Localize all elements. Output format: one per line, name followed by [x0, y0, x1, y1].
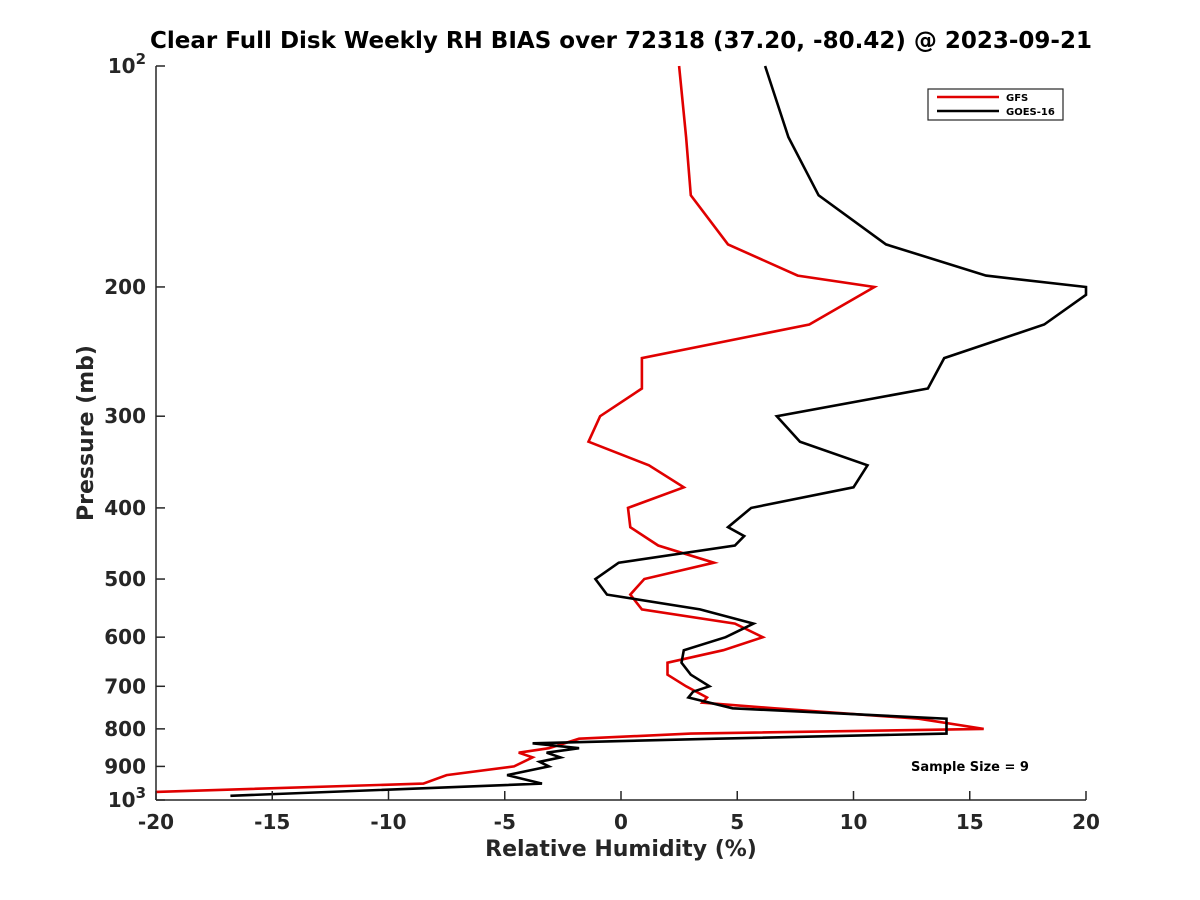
plot-area	[155, 65, 1088, 798]
y-axis-title: Pressure (mb)	[74, 345, 99, 521]
x-tick-label: -15	[254, 810, 290, 834]
y-tick-label: 200	[104, 275, 146, 299]
legend: GFS GOES-16	[927, 88, 1064, 121]
y-tick-label: 800	[104, 717, 146, 741]
x-tick-label: 20	[1072, 810, 1100, 834]
y-tick-label: 400	[104, 496, 146, 520]
axis-frame	[155, 66, 1086, 801]
legend-label-goes16: GOES-16	[1006, 107, 1055, 118]
x-tick-label: -20	[138, 810, 174, 834]
y-tick-label: 102	[108, 50, 146, 78]
legend-label-gfs: GFS	[1006, 93, 1028, 104]
y-tick-label: 300	[104, 404, 146, 428]
series-line-goes-16	[230, 65, 1088, 798]
x-axis: -20 -15 -10 -5 0 5 10 15 20	[138, 791, 1100, 834]
x-tick-label: -5	[494, 810, 516, 834]
y-tick-label: 500	[104, 567, 146, 591]
chart-title: Clear Full Disk Weekly RH BIAS over 7231…	[150, 28, 1092, 54]
y-tick-label: 700	[104, 674, 146, 698]
sample-size-annotation: Sample Size = 9	[911, 760, 1029, 775]
series-line-gfs	[155, 65, 984, 794]
x-tick-label: 5	[730, 810, 744, 834]
y-tick-label: 900	[104, 754, 146, 778]
x-tick-label: 10	[840, 810, 868, 834]
x-tick-label: -10	[370, 810, 406, 834]
x-tick-label: 0	[614, 810, 628, 834]
legend-box	[927, 88, 1064, 121]
x-tick-label: 15	[956, 810, 984, 834]
x-axis-title: Relative Humidity (%)	[485, 837, 757, 862]
y-tick-label: 103	[108, 784, 146, 812]
y-tick-label: 600	[104, 625, 146, 649]
y-axis: 102 200 300 400 500 600 700 800 900 103	[104, 50, 165, 812]
